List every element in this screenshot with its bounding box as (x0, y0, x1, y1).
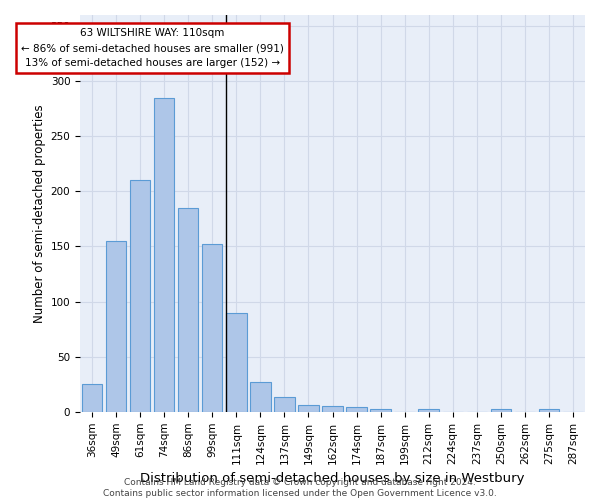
Bar (106, 241, 126, 412)
Bar (82, 384, 102, 412)
Bar (154, 98, 175, 412)
Bar (250, 382, 271, 412)
X-axis label: Distribution of semi-detached houses by size in Westbury: Distribution of semi-detached houses by … (140, 472, 525, 485)
Bar (202, 244, 223, 412)
Bar (178, 208, 199, 412)
Bar (274, 398, 295, 412)
Text: Contains HM Land Registry data © Crown copyright and database right 2024.
Contai: Contains HM Land Registry data © Crown c… (103, 478, 497, 498)
Bar (130, 180, 151, 412)
Y-axis label: Number of semi-detached properties: Number of semi-detached properties (34, 104, 46, 322)
Bar (298, 405, 319, 412)
Bar (322, 406, 343, 412)
Bar (226, 312, 247, 412)
Bar (370, 408, 391, 412)
Bar (418, 408, 439, 412)
Bar (346, 408, 367, 412)
Bar (539, 408, 559, 412)
Text: 63 WILTSHIRE WAY: 110sqm
← 86% of semi-detached houses are smaller (991)
13% of : 63 WILTSHIRE WAY: 110sqm ← 86% of semi-d… (21, 28, 284, 68)
Bar (491, 408, 511, 412)
